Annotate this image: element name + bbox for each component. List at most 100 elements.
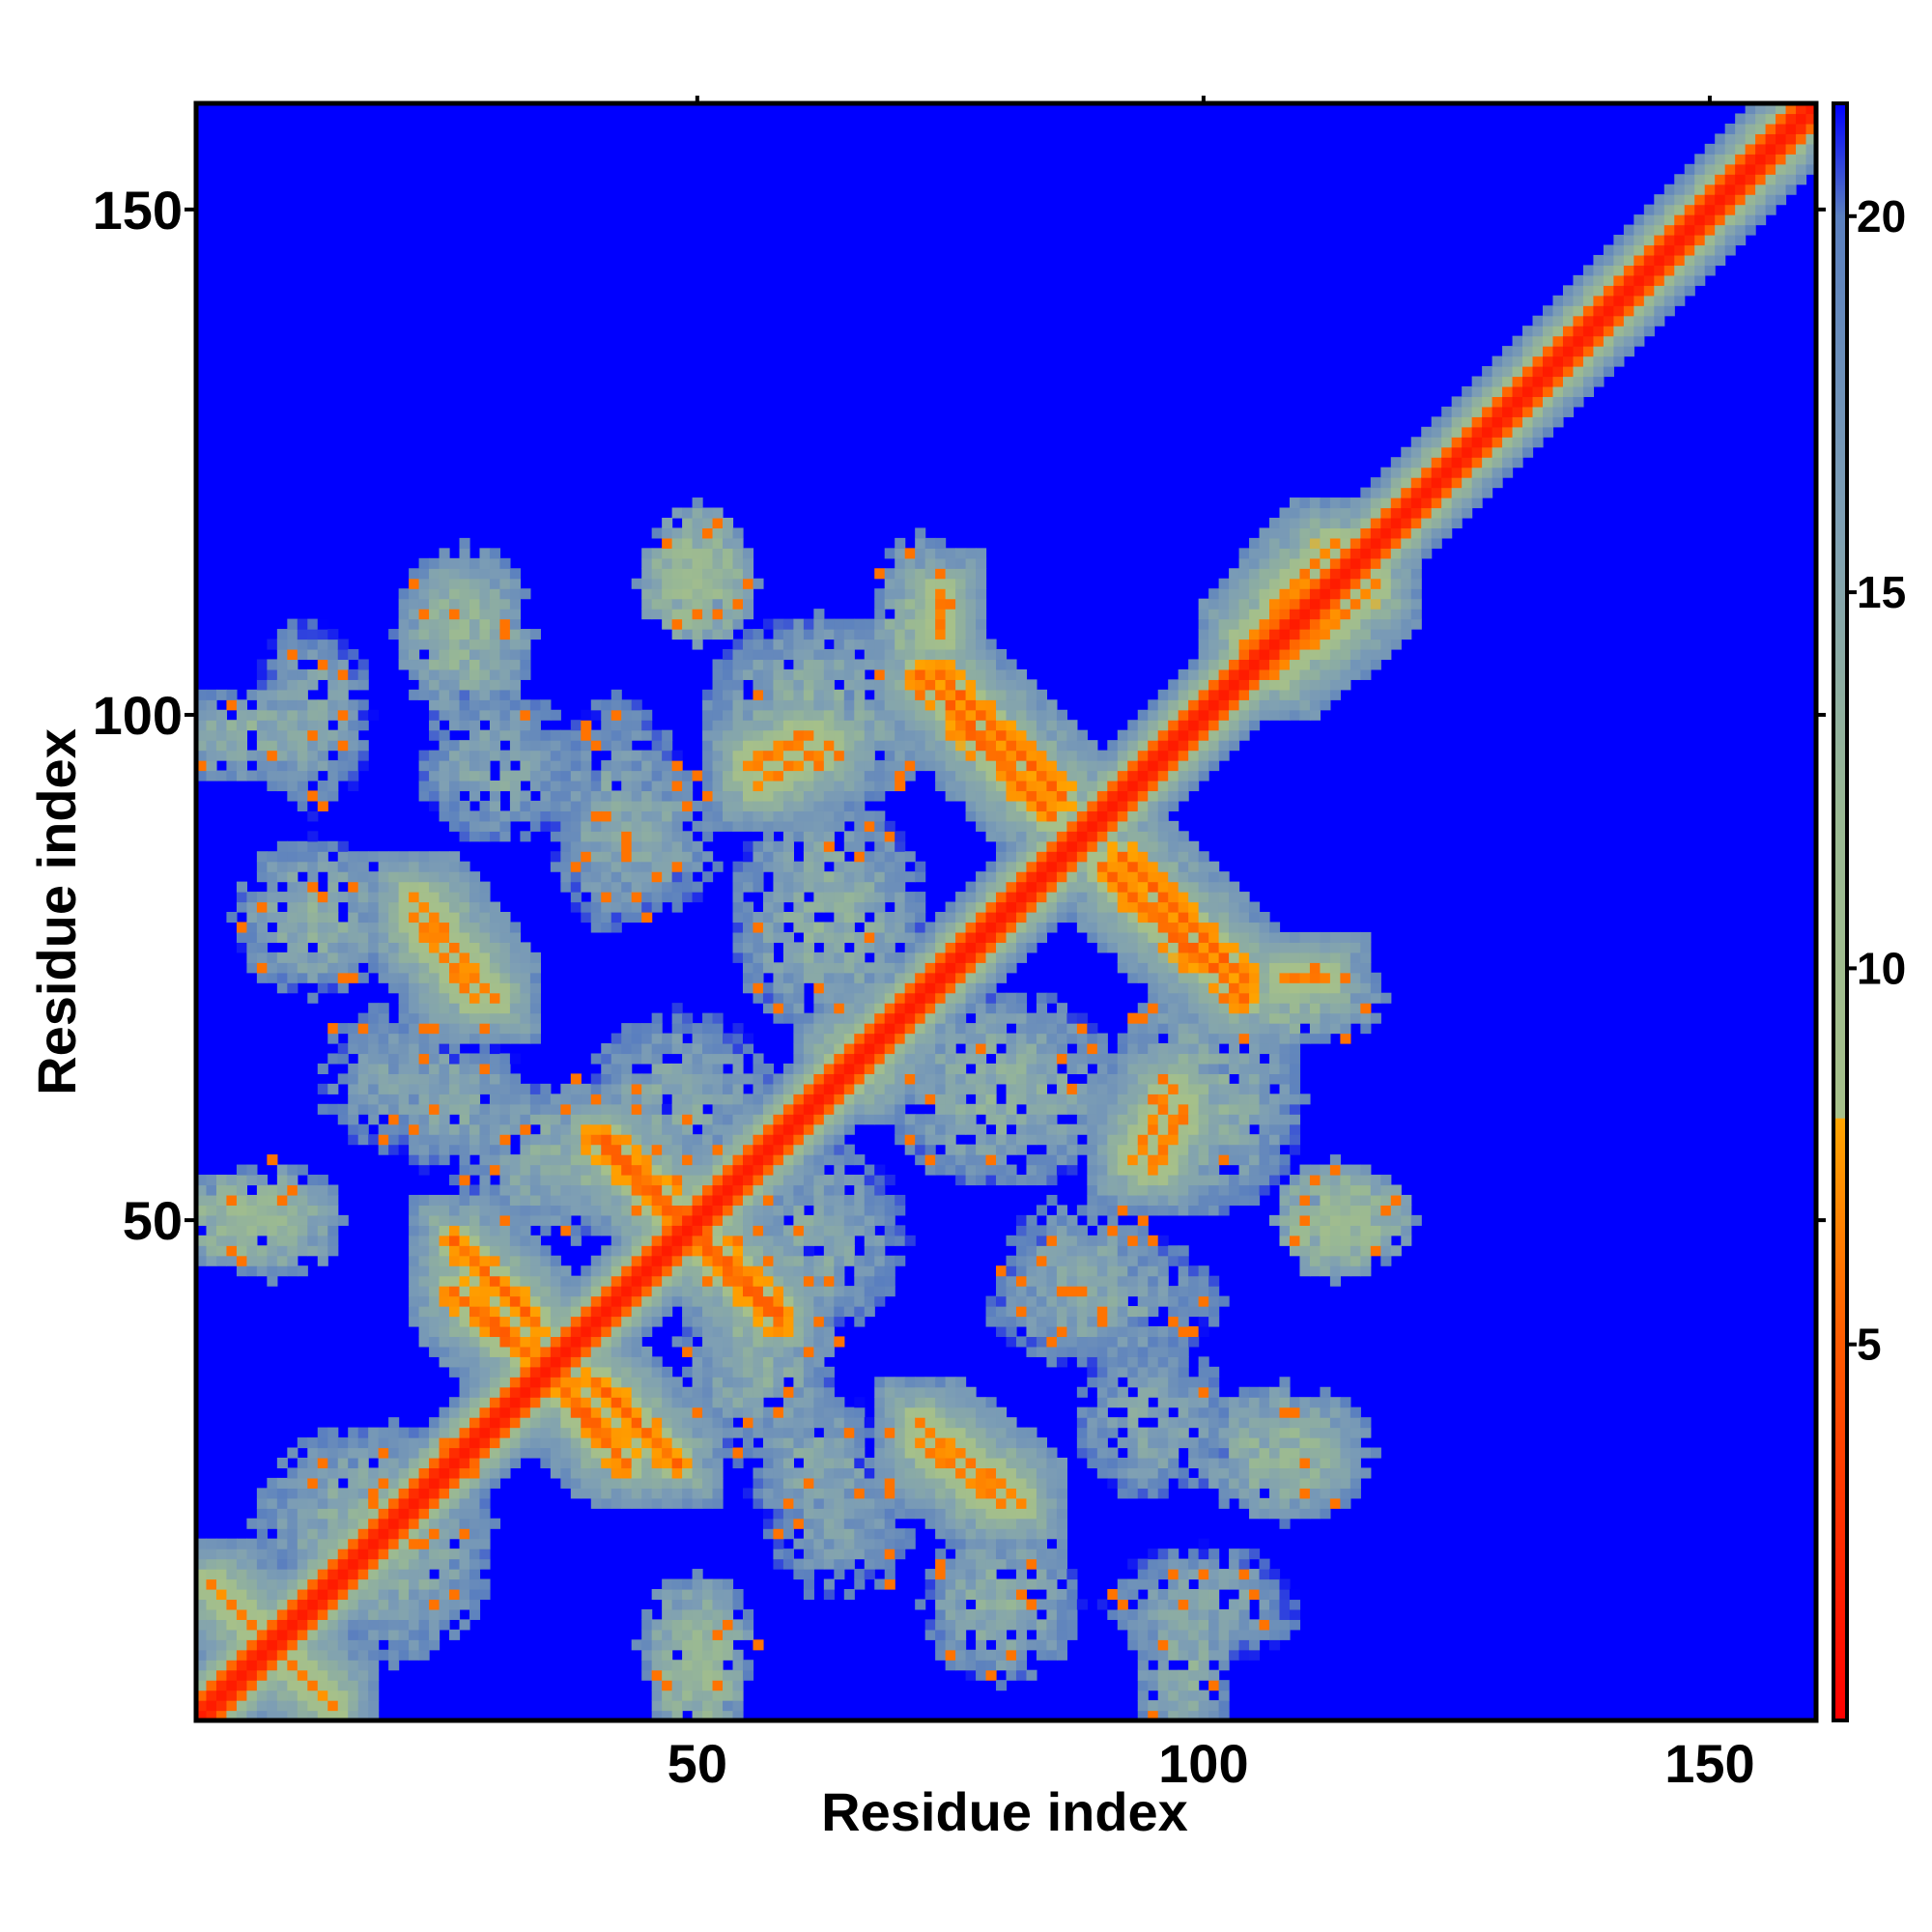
heatmap-cell: [864, 1205, 875, 1216]
heatmap-cell: [590, 1134, 602, 1146]
heatmap-cell: [834, 1154, 845, 1166]
heatmap-cell: [449, 952, 461, 963]
heatmap-cell: [317, 840, 328, 852]
heatmap-cell: [368, 1094, 380, 1105]
heatmap-cell: [388, 1518, 400, 1529]
heatmap-cell: [479, 1437, 491, 1449]
heatmap-cell: [793, 912, 805, 923]
heatmap-cell: [398, 1497, 410, 1509]
heatmap-cell: [651, 892, 663, 903]
heatmap-cell: [854, 618, 866, 630]
heatmap-cell: [337, 952, 349, 963]
heatmap-cell: [540, 1286, 552, 1297]
heatmap-cell: [702, 1235, 714, 1246]
heatmap-cell: [651, 1316, 663, 1327]
heatmap-cell: [742, 648, 754, 661]
heatmap-cell: [651, 1488, 663, 1499]
heatmap-cell: [439, 1275, 450, 1287]
heatmap-cell: [409, 588, 420, 600]
heatmap-cell: [843, 1406, 855, 1418]
heatmap-cell: [256, 931, 268, 943]
heatmap-cell: [590, 1214, 602, 1226]
heatmap-cell: [732, 750, 744, 761]
heatmap-cell: [773, 931, 784, 943]
heatmap-cell: [662, 1377, 673, 1388]
heatmap-cell: [813, 881, 825, 893]
heatmap-cell: [803, 1457, 814, 1469]
heatmap-cell: [479, 1175, 491, 1186]
heatmap-cell: [843, 1295, 855, 1307]
heatmap-cell: [520, 1023, 531, 1035]
heatmap-cell: [864, 1427, 875, 1438]
heatmap-cell: [479, 922, 491, 933]
heatmap-cell: [803, 901, 814, 913]
heatmap-cell: [246, 912, 258, 923]
heatmap-cell: [206, 1660, 217, 1671]
heatmap-cell: [712, 1447, 724, 1459]
heatmap-cell: [206, 1700, 217, 1712]
heatmap-cell: [803, 1588, 814, 1601]
heatmap-cell: [843, 861, 855, 872]
heatmap-cell: [327, 1660, 339, 1671]
heatmap-cell: [287, 1649, 298, 1661]
heatmap-cell: [449, 892, 461, 903]
heatmap-cell: [307, 1558, 319, 1570]
heatmap-cell: [874, 810, 886, 822]
heatmap-cell: [206, 1599, 217, 1610]
heatmap-cell: [276, 1497, 288, 1509]
heatmap-cell: [489, 689, 501, 700]
heatmap-cell: [813, 1508, 825, 1520]
heatmap-cell: [226, 1205, 238, 1216]
heatmap-cell: [267, 1700, 278, 1712]
heatmap-cell: [803, 1043, 814, 1055]
heatmap-cell: [662, 1608, 673, 1620]
heatmap-cell: [499, 1306, 511, 1318]
heatmap-cell: [601, 1417, 612, 1429]
heatmap-cell: [843, 1427, 855, 1438]
heatmap-cell: [682, 1023, 694, 1035]
heatmap-cell: [692, 1397, 703, 1408]
heatmap-cell: [662, 1467, 673, 1479]
heatmap-cell: [317, 1488, 328, 1499]
heatmap-cell: [449, 861, 461, 872]
heatmap-cell: [793, 1184, 805, 1196]
heatmap-cell: [631, 720, 642, 731]
heatmap-cell: [388, 931, 400, 943]
heatmap-cell: [732, 1366, 744, 1378]
heatmap-cell: [337, 1569, 349, 1580]
heatmap-cell: [550, 729, 561, 741]
heatmap-cell: [732, 1073, 744, 1085]
heatmap-cell: [348, 1569, 359, 1580]
heatmap-cell: [864, 1063, 875, 1074]
heatmap-cell: [651, 1053, 663, 1065]
heatmap-cell: [671, 1588, 683, 1601]
heatmap-cell: [378, 952, 389, 963]
heatmap-cell: [712, 1245, 724, 1257]
heatmap-cell: [854, 1518, 866, 1529]
heatmap-cell: [723, 548, 734, 559]
heatmap-cell: [297, 962, 308, 974]
heatmap-cell: [712, 1336, 724, 1348]
heatmap-cell: [651, 1012, 663, 1024]
heatmap-cell: [489, 659, 501, 670]
heatmap-cell: [509, 1427, 521, 1438]
heatmap-cell: [631, 1447, 642, 1459]
heatmap-cell: [398, 1548, 410, 1560]
heatmap-cell: [782, 1356, 794, 1368]
heatmap-cell: [388, 901, 400, 913]
heatmap-cell: [368, 942, 380, 953]
heatmap-cell: [449, 851, 461, 863]
heatmap-cell: [651, 1457, 663, 1469]
heatmap-cell: [762, 780, 775, 792]
heatmap-cell: [439, 668, 450, 680]
heatmap-cell: [499, 1083, 511, 1094]
heatmap-cell: [418, 1629, 430, 1640]
heatmap-cell: [287, 648, 298, 661]
heatmap-cell: [671, 618, 683, 630]
heatmap-cell: [621, 1457, 633, 1469]
heatmap-cell: [418, 982, 430, 994]
heatmap-cell: [671, 548, 683, 559]
heatmap-cell: [723, 740, 734, 752]
heatmap-cell: [662, 1154, 673, 1166]
heatmap-cell: [843, 720, 855, 731]
